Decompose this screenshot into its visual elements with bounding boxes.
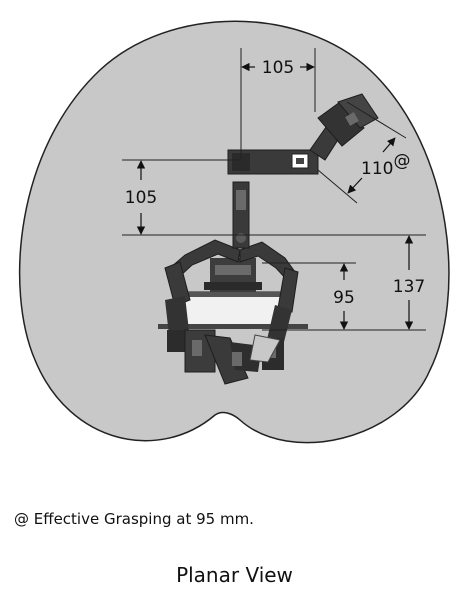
dimension-total-height: 137 xyxy=(393,235,425,330)
dimension-finger-base: 95 xyxy=(262,262,426,331)
bottom-finger xyxy=(204,334,281,385)
dim-link-horizontal-label: 105 xyxy=(262,58,294,78)
left-finger xyxy=(164,239,241,373)
dimension-link-vertical: 105 xyxy=(122,159,426,236)
gripper-base xyxy=(158,258,308,329)
figure-caption: Planar View xyxy=(176,563,293,587)
dim-finger-base-label: 95 xyxy=(333,288,355,308)
arm-vertical-link xyxy=(232,181,250,249)
dim-effective-link-label: 110@ xyxy=(361,151,410,179)
dim-link-vertical-label: 105 xyxy=(125,188,157,208)
dimension-effective-link: 110@ xyxy=(317,101,410,204)
arm-horizontal-link xyxy=(227,149,319,175)
planar-view-diagram: 105 105 110@ 95 137 xyxy=(18,20,450,444)
dimension-link-horizontal: 105 xyxy=(240,48,316,160)
footnote: @ Effective Grasping at 95 mm. xyxy=(14,510,254,528)
dim-total-height-label: 137 xyxy=(393,277,425,297)
